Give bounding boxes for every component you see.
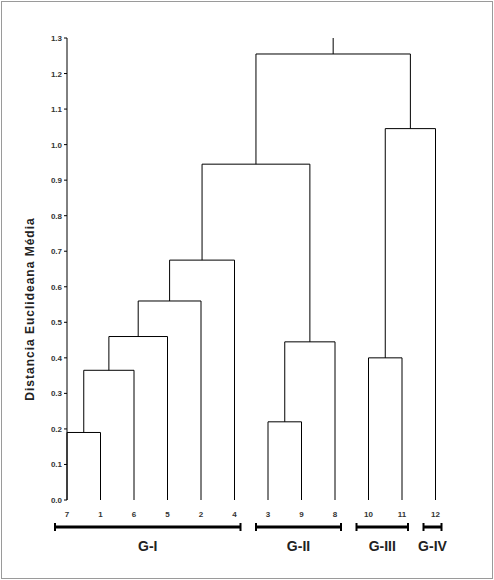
- y-tick-label: 1.1: [51, 105, 63, 114]
- bracket-line: [424, 526, 442, 529]
- y-tick-label: 0.2: [51, 425, 63, 434]
- y-tick: [64, 180, 67, 181]
- group-label: G-II: [287, 538, 310, 554]
- bracket-cap: [407, 523, 409, 531]
- y-tick: [64, 393, 67, 394]
- bracket-cap: [54, 523, 56, 531]
- bracket-cap: [340, 523, 342, 531]
- frame: [2, 2, 493, 579]
- group-bracket: [357, 523, 409, 531]
- merge-link: [84, 370, 134, 500]
- group-bracket: [256, 523, 341, 531]
- bracket-line: [55, 526, 241, 529]
- merge-link: [138, 301, 201, 500]
- group-bracket: [424, 523, 442, 531]
- y-tick-label: 1.3: [51, 34, 63, 43]
- merge-link: [285, 342, 335, 500]
- leaf-label: 5: [165, 510, 170, 519]
- merge-link: [109, 337, 168, 500]
- y-tick-label: 1.0: [51, 141, 63, 150]
- leaf-label: 2: [199, 510, 204, 519]
- y-tick: [64, 286, 67, 287]
- group-label: G-III: [369, 538, 396, 554]
- y-tick: [64, 251, 67, 252]
- y-tick: [64, 428, 67, 429]
- y-tick-label: 0.8: [51, 212, 63, 221]
- leaf-label: 9: [299, 510, 304, 519]
- y-tick: [64, 144, 67, 145]
- y-axis-title: Distancia Euclideana Média: [23, 217, 37, 400]
- leaf-label: 7: [65, 510, 70, 519]
- y-tick-label: 0.0: [51, 496, 63, 505]
- leaf-label: 3: [266, 510, 271, 519]
- y-axis: [67, 38, 68, 500]
- bracket-cap: [441, 523, 443, 531]
- leaf-label: 8: [333, 510, 338, 519]
- merge-link: [385, 129, 435, 500]
- bracket-cap: [240, 523, 242, 531]
- leaf-label: 1: [98, 510, 103, 519]
- chart: 0.0 0.1 0.2 0.3 0.4 0.5 0.6 0.7 0.8 0.9 1.0 1.1 1.2 1…: [0, 0, 494, 580]
- leaf-label: 12: [431, 510, 440, 519]
- leaf-label: 4: [232, 510, 237, 519]
- y-tick: [64, 215, 67, 216]
- bracket-line: [256, 526, 341, 529]
- y-tick-label: 0.5: [51, 318, 63, 327]
- y-tick-label: 0.1: [51, 460, 63, 469]
- bracket-line: [357, 526, 409, 529]
- y-tick-label: 0.6: [51, 283, 63, 292]
- merge-link: [268, 422, 302, 500]
- y-tick: [64, 73, 67, 74]
- merge-link: [67, 432, 101, 500]
- dendrogram: [67, 38, 436, 500]
- merge-link: [369, 358, 403, 500]
- bracket-cap: [356, 523, 358, 531]
- y-tick: [64, 109, 67, 110]
- y-tick: [64, 357, 67, 358]
- bracket-cap: [255, 523, 257, 531]
- leaf-label: 11: [398, 510, 407, 519]
- y-tick-label: 1.2: [51, 70, 63, 79]
- y-tick-label: 0.7: [51, 247, 63, 256]
- root-stub: [333, 38, 334, 54]
- y-tick: [64, 322, 67, 323]
- leaf-label: 6: [132, 510, 137, 519]
- merge-link: [256, 54, 410, 164]
- bracket-cap: [423, 523, 425, 531]
- group-label: G-IV: [418, 538, 447, 554]
- leaf-label: 10: [364, 510, 373, 519]
- merge-link: [170, 260, 235, 500]
- y-tick-label: 0.9: [51, 176, 63, 185]
- group-label: G-I: [138, 538, 157, 554]
- y-tick: [64, 38, 67, 39]
- y-tick-label: 0.3: [51, 389, 63, 398]
- merge-link: [202, 164, 310, 342]
- group-bracket: [55, 523, 241, 531]
- y-tick-label: 0.4: [51, 354, 63, 363]
